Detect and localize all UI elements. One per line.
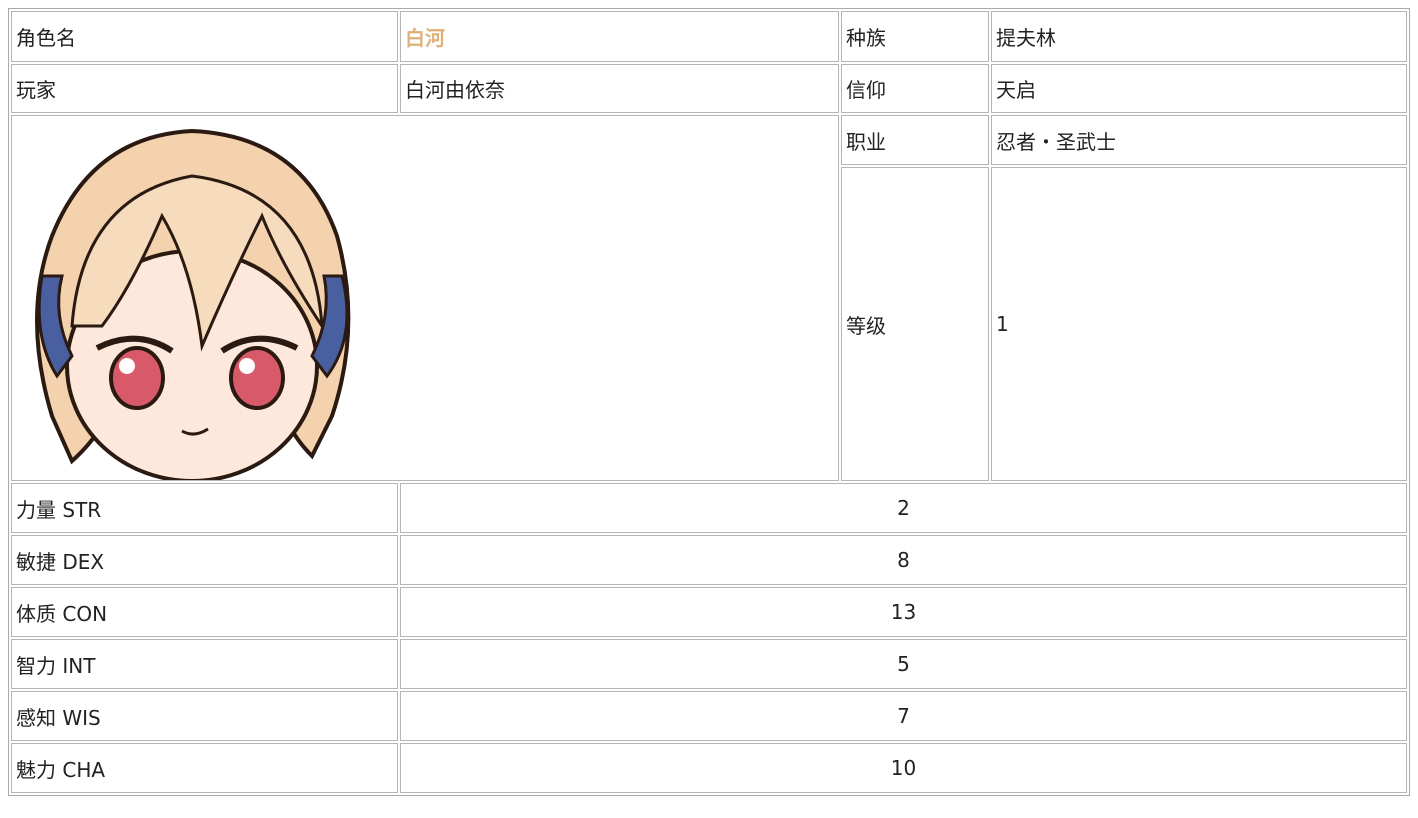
row: 角色名 白河 种族 提夫林: [11, 11, 1407, 62]
stat-value: 7: [400, 691, 1407, 741]
page: 角色名 白河 种族 提夫林 玩家 白河由依奈 信仰 天启: [0, 8, 1418, 818]
stat-label: 力量 STR: [11, 483, 398, 533]
stat-value: 2: [400, 483, 1407, 533]
label: 玩家: [11, 64, 398, 113]
stat-label: 魅力 CHA: [11, 743, 398, 793]
character-name: 白河: [400, 11, 839, 62]
value: 忍者・圣武士: [991, 115, 1407, 166]
label: 职业: [841, 115, 989, 166]
stat-value: 13: [400, 587, 1407, 637]
label: 等级: [841, 167, 989, 481]
label: 种族: [841, 11, 989, 62]
portrait: [35, 128, 351, 480]
stat-row: 感知 WIS 7: [11, 691, 1407, 741]
stat-value: 10: [400, 743, 1407, 793]
row: 玩家 白河由依奈 信仰 天启: [11, 64, 1407, 113]
stat-value: 5: [400, 639, 1407, 689]
stat-row: 力量 STR 2: [11, 483, 1407, 533]
row: 等级 1: [11, 167, 1407, 481]
stat-row: 敏捷 DEX 8: [11, 535, 1407, 585]
character-sheet: 角色名 白河 种族 提夫林 玩家 白河由依奈 信仰 天启: [8, 8, 1410, 796]
portrait-cell: [11, 115, 839, 481]
value: 提夫林: [991, 11, 1407, 62]
label: 角色名: [11, 11, 398, 62]
stat-row: 魅力 CHA 10: [11, 743, 1407, 793]
stat-label: 敏捷 DEX: [11, 535, 398, 585]
value: 天启: [991, 64, 1407, 113]
value: 白河由依奈: [400, 64, 839, 113]
stat-label: 体质 CON: [11, 587, 398, 637]
stat-label: 智力 INT: [11, 639, 398, 689]
stat-row: 智力 INT 5: [11, 639, 1407, 689]
stat-row: 体质 CON 13: [11, 587, 1407, 637]
label: 信仰: [841, 64, 989, 113]
stat-value: 8: [400, 535, 1407, 585]
stat-label: 感知 WIS: [11, 691, 398, 741]
value: 1: [991, 167, 1407, 481]
row: 职业 忍者・圣武士: [11, 115, 1407, 481]
